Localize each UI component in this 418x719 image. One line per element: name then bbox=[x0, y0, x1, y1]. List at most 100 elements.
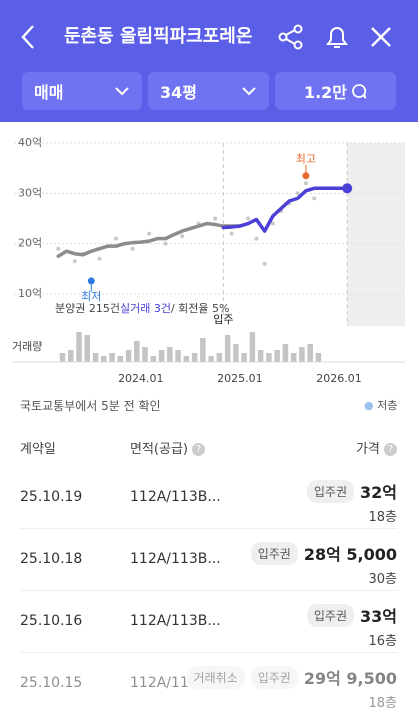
volume-bar bbox=[233, 344, 239, 362]
tag: 입주권 bbox=[306, 479, 354, 503]
row-divider bbox=[20, 590, 398, 591]
volume-bar bbox=[191, 353, 198, 362]
x-tick-label: 2025.01 bbox=[217, 372, 263, 385]
summary: 분양권 215건실거래 3건/ 회전율 5% bbox=[55, 302, 229, 315]
volume-bar bbox=[150, 356, 157, 362]
volume-bar bbox=[224, 335, 231, 362]
price-line bbox=[221, 186, 349, 233]
x-tick-label: 2024.01 bbox=[118, 372, 164, 385]
floor: 18층 bbox=[368, 696, 397, 711]
trade-dot bbox=[270, 221, 275, 226]
volume-bar bbox=[175, 350, 181, 362]
end-dot bbox=[342, 183, 353, 194]
trade-dot bbox=[312, 196, 317, 201]
trade-dot bbox=[97, 256, 102, 261]
row-divider bbox=[20, 652, 398, 653]
trade-dot bbox=[114, 236, 119, 241]
column-header: 계약일 bbox=[20, 442, 56, 457]
move-in-label: 입주 bbox=[213, 313, 233, 326]
price: 28억 5,000 bbox=[303, 545, 397, 564]
trade-dot bbox=[295, 191, 300, 196]
summary-part: 분양권 215건 bbox=[55, 302, 120, 315]
y-tick-label: 40억 bbox=[18, 136, 42, 149]
volume-bar bbox=[216, 353, 223, 362]
y-tick-label: 30억 bbox=[18, 186, 42, 199]
volume-bar bbox=[274, 350, 280, 362]
date: 25.10.15 bbox=[20, 675, 83, 691]
trade-dot bbox=[213, 216, 218, 221]
summary-part: / 회전율 5% bbox=[171, 302, 230, 315]
filter-label: 34평 bbox=[160, 83, 197, 102]
trade-dot bbox=[303, 181, 308, 186]
volume-bar bbox=[125, 350, 132, 362]
volume-bar bbox=[282, 344, 289, 362]
area: 112A/113B... bbox=[130, 489, 221, 505]
legend: ● 저층 bbox=[364, 399, 398, 412]
area: 112A/113B... bbox=[130, 613, 221, 629]
high-marker bbox=[302, 172, 310, 180]
price: 29억 9,500 bbox=[303, 669, 397, 688]
volume-bar bbox=[158, 350, 165, 362]
summary-part: 실거래 3건 bbox=[120, 302, 171, 315]
volume-bar bbox=[290, 353, 297, 362]
volume-bar bbox=[84, 335, 91, 362]
volume-bar bbox=[249, 332, 256, 362]
trade-dot bbox=[180, 234, 185, 239]
row-divider bbox=[20, 528, 398, 529]
floor: 16층 bbox=[368, 634, 397, 649]
price-cell: 입주권 32억 bbox=[306, 479, 397, 503]
trade-dot bbox=[254, 236, 259, 241]
high-label: 최고 bbox=[296, 153, 316, 166]
volume-bar bbox=[167, 347, 173, 362]
bell-icon[interactable] bbox=[324, 23, 350, 51]
filter-label: 1.2만 bbox=[303, 83, 348, 102]
price: 32억 bbox=[360, 483, 397, 502]
date: 25.10.16 bbox=[20, 613, 83, 629]
share-icon[interactable] bbox=[278, 24, 304, 50]
future-region bbox=[347, 143, 405, 326]
price-line bbox=[56, 221, 242, 258]
volume-bar bbox=[68, 350, 74, 362]
date: 25.10.18 bbox=[20, 551, 83, 567]
volume-bar bbox=[208, 356, 214, 362]
trade-dot bbox=[130, 246, 135, 251]
trade-dot bbox=[163, 241, 168, 246]
filter-trade[interactable]: 매매 bbox=[22, 72, 142, 110]
price-cell: 입주권 33억 bbox=[306, 603, 397, 627]
tag: 입주권 bbox=[250, 665, 298, 689]
volume-bar bbox=[257, 350, 264, 362]
table-row: 25.10.15 112A/113B... 거래취소 입주권 29억 9,500 18층 bbox=[0, 657, 418, 719]
volume-bar bbox=[59, 353, 66, 362]
tag: 입주권 bbox=[306, 603, 354, 627]
table-row: 25.10.19 112A/113B... 입주권 32억 18층 bbox=[0, 471, 418, 533]
filter-size[interactable]: 34평 bbox=[148, 72, 269, 110]
column-header: 면적(공급) ? bbox=[130, 438, 206, 457]
floor: 18층 bbox=[368, 510, 397, 525]
trade-dot bbox=[56, 246, 61, 251]
y-tick-label: 10억 bbox=[18, 287, 42, 300]
trade-dot bbox=[246, 216, 251, 221]
title: 둔촌동 올림픽파크포레온 bbox=[64, 26, 253, 47]
header: 둔촌동 올림픽파크포레온 매매 34평 1.2만 bbox=[0, 0, 418, 122]
date: 25.10.19 bbox=[20, 489, 83, 505]
legend-label: 저층 bbox=[377, 399, 398, 412]
volume-bar bbox=[241, 353, 247, 362]
trade-dot bbox=[229, 231, 234, 236]
volume-bar bbox=[266, 353, 272, 362]
column-header: 가격 ? bbox=[356, 438, 397, 457]
volume-bar bbox=[307, 344, 313, 362]
volume-bar bbox=[299, 347, 305, 362]
back-icon[interactable] bbox=[20, 24, 36, 50]
trade-dot bbox=[147, 231, 152, 236]
tag: 입주권 bbox=[250, 541, 298, 565]
filter-talk[interactable]: 1.2만 bbox=[275, 72, 396, 110]
close-icon[interactable] bbox=[370, 26, 392, 48]
low-label: 최저 bbox=[81, 290, 101, 303]
volume-bar bbox=[200, 338, 206, 362]
low-marker bbox=[87, 277, 95, 285]
price-cell: 거래취소 입주권 29억 9,500 bbox=[186, 665, 397, 689]
volume-bar bbox=[134, 341, 140, 362]
volume-bar bbox=[101, 356, 107, 362]
